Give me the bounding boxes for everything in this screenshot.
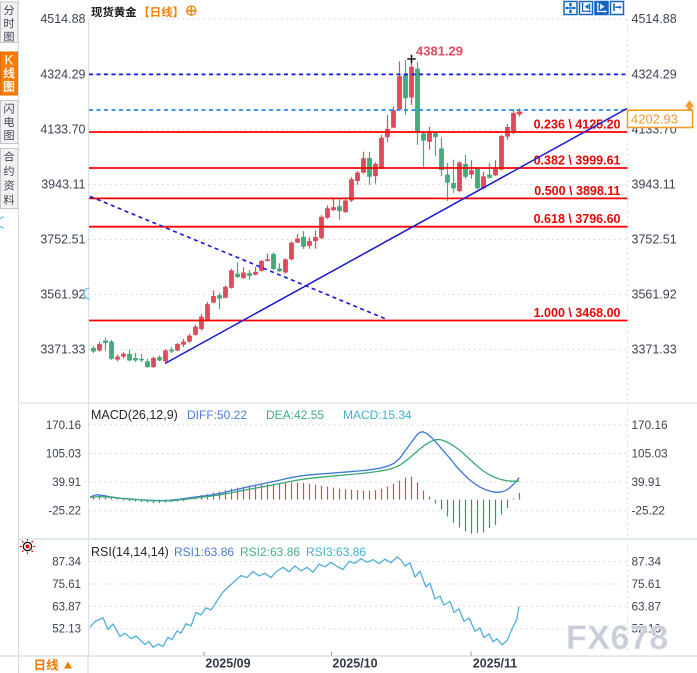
svg-text:3752.51: 3752.51 [632, 233, 677, 247]
svg-text:3943.11: 3943.11 [41, 178, 85, 192]
svg-text:RSI1:63.86: RSI1:63.86 [174, 545, 234, 559]
svg-text:FX678: FX678 [566, 619, 669, 657]
svg-text:4514.88: 4514.88 [632, 12, 677, 26]
svg-text:3752.51: 3752.51 [40, 233, 85, 247]
svg-text:3943.11: 3943.11 [632, 178, 676, 192]
svg-text:2025/10: 2025/10 [332, 657, 377, 671]
svg-text:4324.29: 4324.29 [40, 68, 85, 82]
svg-text:52.13: 52.13 [632, 622, 662, 636]
svg-text:0.382 \ 3999.61: 0.382 \ 3999.61 [534, 154, 621, 168]
svg-text:4514.88: 4514.88 [40, 12, 85, 26]
svg-text:4202.93: 4202.93 [631, 111, 678, 126]
svg-text:39.91: 39.91 [632, 475, 662, 489]
svg-text:63.87: 63.87 [52, 601, 81, 613]
svg-text:39.91: 39.91 [52, 477, 81, 489]
svg-text:-25.22: -25.22 [632, 504, 665, 518]
svg-text:4381.29: 4381.29 [416, 44, 463, 59]
svg-text:MACD(26,12,9): MACD(26,12,9) [91, 408, 178, 422]
svg-text:RSI2:63.86: RSI2:63.86 [240, 545, 300, 559]
svg-text:63.87: 63.87 [632, 599, 662, 613]
svg-text:RSI3:63.86: RSI3:63.86 [306, 545, 366, 559]
svg-text:87.34: 87.34 [52, 557, 81, 569]
svg-text:MACD:15.34: MACD:15.34 [343, 408, 412, 422]
svg-text:105.03: 105.03 [632, 447, 669, 461]
svg-text:2025/09: 2025/09 [205, 657, 250, 671]
svg-text:87.34: 87.34 [632, 555, 662, 569]
svg-text:52.13: 52.13 [52, 624, 81, 636]
svg-text:3371.33: 3371.33 [40, 343, 85, 357]
svg-text:1.000 \ 3468.00: 1.000 \ 3468.00 [534, 306, 621, 320]
svg-text:DEA:42.55: DEA:42.55 [266, 408, 324, 422]
svg-text:170.16: 170.16 [632, 418, 669, 432]
svg-text:3561.92: 3561.92 [632, 288, 677, 302]
svg-text:0.618 \ 3796.60: 0.618 \ 3796.60 [534, 212, 621, 226]
svg-text:0.500 \ 3898.11: 0.500 \ 3898.11 [534, 184, 620, 198]
svg-text:75.61: 75.61 [52, 579, 81, 591]
svg-text:DIFF:50.22: DIFF:50.22 [187, 408, 247, 422]
svg-text:75.61: 75.61 [632, 577, 662, 591]
svg-text:-25.22: -25.22 [48, 506, 81, 518]
svg-text:105.03: 105.03 [46, 449, 81, 461]
svg-text:0.236 \ 4125.20: 0.236 \ 4125.20 [534, 118, 621, 132]
svg-text:4324.29: 4324.29 [632, 68, 677, 82]
svg-text:2025/11: 2025/11 [473, 657, 518, 671]
svg-text:4133.70: 4133.70 [40, 123, 85, 137]
svg-text:170.16: 170.16 [46, 420, 81, 432]
svg-text:3561.92: 3561.92 [40, 288, 85, 302]
svg-text:RSI(14,14,14): RSI(14,14,14) [91, 545, 169, 559]
svg-text:3371.33: 3371.33 [632, 343, 677, 357]
svg-text:K: K [4, 53, 13, 68]
